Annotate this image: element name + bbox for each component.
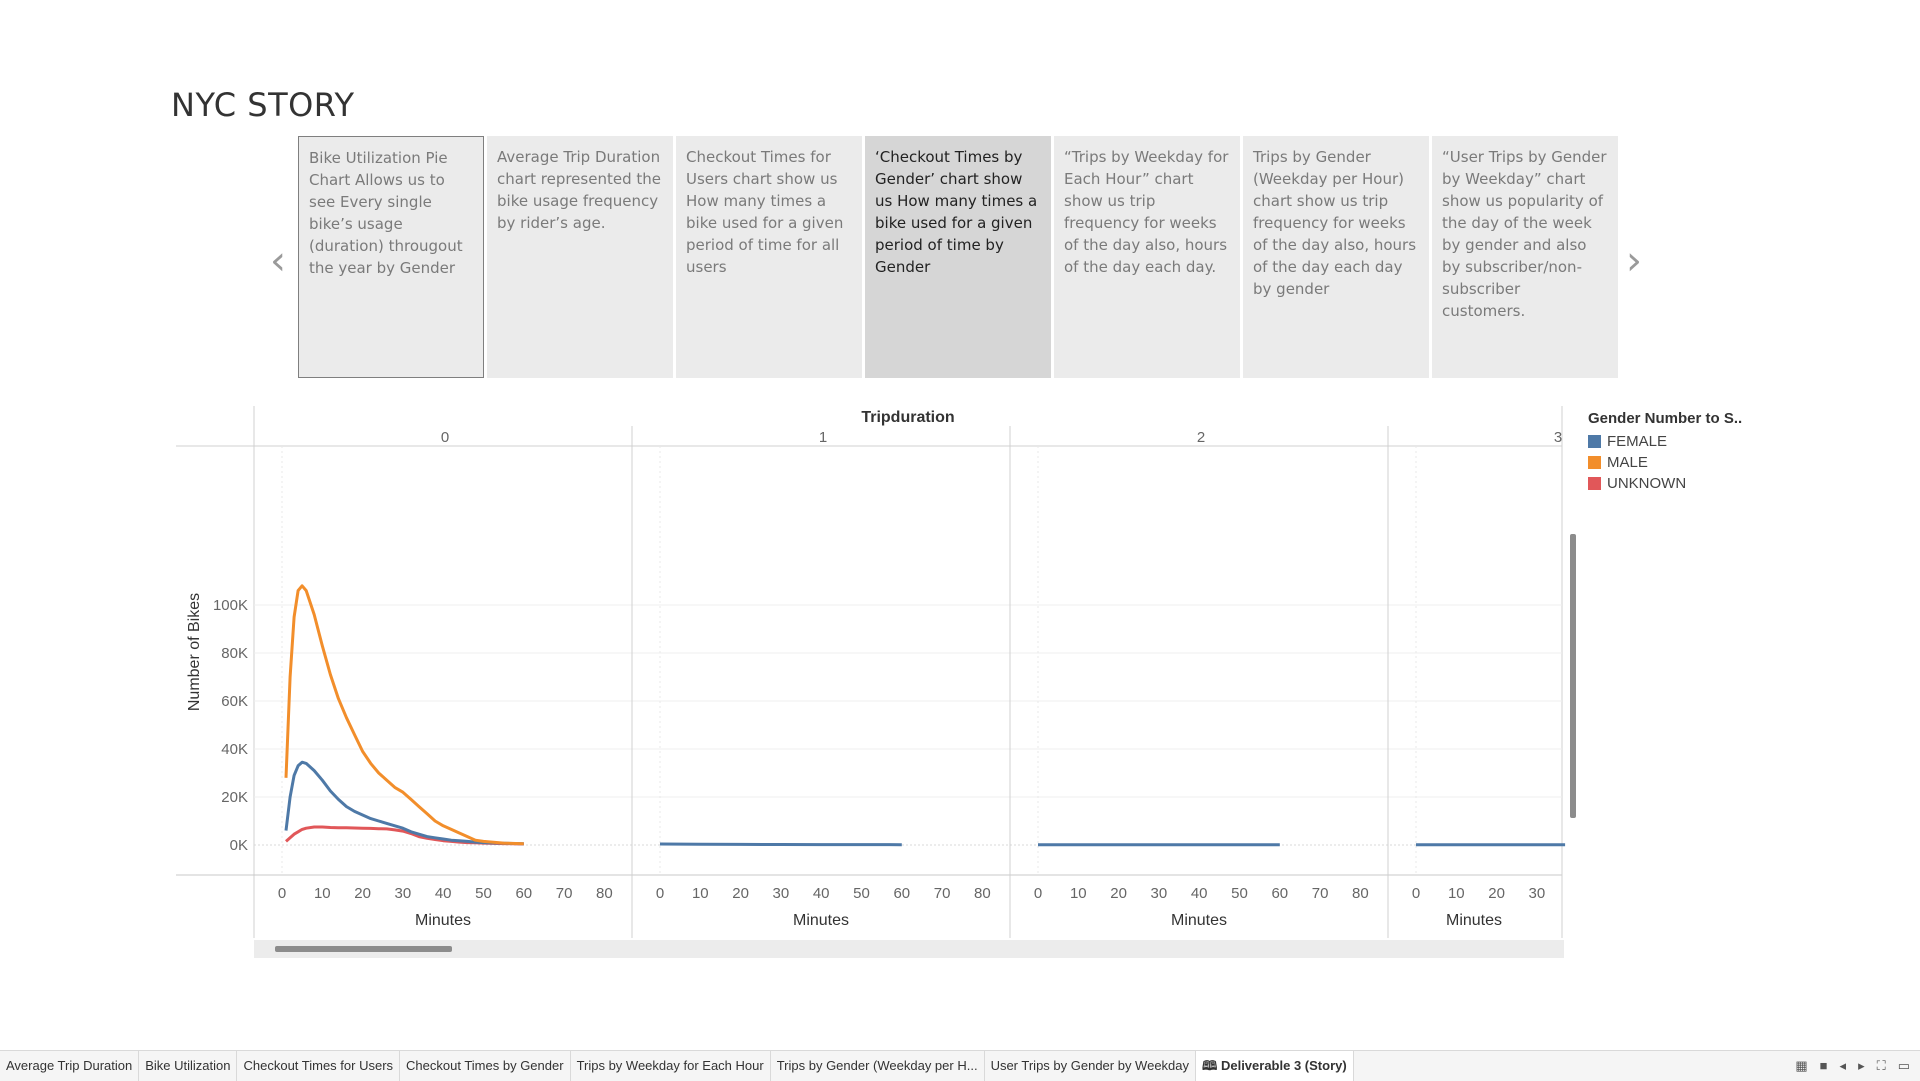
legend-label-male: MALE [1607,454,1648,471]
tab-trips-by-gender-weekday-hour[interactable]: Trips by Gender (Weekday per H... [771,1051,985,1081]
x-tick-label: 70 [934,885,951,902]
x-tick-label: 40 [435,885,452,902]
y-tick-label: 80K [221,645,248,662]
series-line-male-panel-0 [284,584,524,846]
x-tick-label: 20 [354,885,371,902]
tab-user-trips-by-gender-weekday[interactable]: User Trips by Gender by Weekday [985,1051,1197,1081]
x-tick-label: 60 [893,885,910,902]
x-tick-label: 80 [596,885,613,902]
x-tick-label: 80 [974,885,991,902]
story-point-6[interactable]: Trips by Gender (Weekday per Hour) chart… [1243,136,1429,378]
legend-swatch-unknown [1588,477,1601,490]
tab-deliverable-3-story[interactable]: 🕮 Deliverable 3 (Story) [1196,1051,1354,1081]
story-point-5[interactable]: “Trips by Weekday for Each Hour” chart s… [1054,136,1240,378]
x-tick-label: 10 [1070,885,1087,902]
legend-label-unknown: UNKNOWN [1607,475,1687,492]
x-tick-label: 30 [395,885,412,902]
x-axis-title: Minutes [793,912,849,929]
x-tick-label: 30 [773,885,790,902]
prev-sheet-icon[interactable]: ◂ [1839,1058,1847,1073]
legend-item-female[interactable]: FEMALE [1588,431,1742,452]
y-tick-label: 100K [213,597,248,614]
x-tick-label: 0 [1412,885,1420,902]
next-sheet-icon[interactable]: ▸ [1858,1058,1865,1073]
story-point-7[interactable]: “User Trips by Gender by Weekday” chart … [1432,136,1618,378]
tab-trips-by-weekday-hour[interactable]: Trips by Weekday for Each Hour [571,1051,771,1081]
y-tick-label: 0K [230,837,248,854]
x-tick-label: 80 [1352,885,1369,902]
tab-label: Deliverable 3 (Story) [1220,1058,1347,1073]
x-tick-label: 60 [515,885,532,902]
x-tick-label: 30 [1529,885,1546,902]
legend: Gender Number to S.. FEMALE MALE UNKNOWN [1588,410,1742,494]
x-tick-label: 0 [1034,885,1042,902]
legend-item-unknown[interactable]: UNKNOWN [1588,473,1742,494]
x-tick-label: 50 [1231,885,1248,902]
panel-label: 3 [1554,429,1562,446]
x-tick-label: 10 [692,885,709,902]
sheet-controls: ▦ ■ ◂ ▸ ⛶ ▭ [1795,1058,1910,1074]
tab-bike-utilization[interactable]: Bike Utilization [139,1051,238,1081]
vertical-scrollbar[interactable] [1570,534,1576,818]
chevron-left-icon[interactable]: ‹ [270,238,286,284]
grid-view-icon[interactable]: ▦ [1795,1058,1808,1073]
tab-checkout-times-for-users[interactable]: Checkout Times for Users [237,1051,401,1081]
x-tick-label: 10 [1448,885,1465,902]
legend-item-male[interactable]: MALE [1588,452,1742,473]
y-tick-label: 40K [221,741,248,758]
sheet-tab-bar: Average Trip Duration Bike Utilization C… [0,1050,1920,1081]
checkout-times-by-gender-chart: Tripduration 0K 20K 40K 60K 80K 100K Number of … [176,406,1566,938]
y-tick-label: 60K [221,693,248,710]
x-tick-label: 30 [1151,885,1168,902]
x-axis-title: Minutes [1446,912,1502,929]
x-tick-label: 20 [732,885,749,902]
x-tick-label: 70 [556,885,573,902]
legend-swatch-female [1588,435,1601,448]
story-point-2[interactable]: Average Trip Duration chart represented … [487,136,673,378]
x-tick-label: 60 [1271,885,1288,902]
tab-average-trip-duration[interactable]: Average Trip Duration [0,1051,140,1081]
column-header: Tripduration [861,409,954,426]
panel-label: 1 [819,429,827,446]
legend-label-female: FEMALE [1607,433,1668,450]
x-axis-title: Minutes [1171,912,1227,929]
story-point-4[interactable]: ‘Checkout Times by Gender’ chart show us… [865,136,1051,378]
x-tick-label: 40 [813,885,830,902]
series-line-female-panel-0 [284,760,524,846]
page-title: NYC STORY [171,86,355,124]
tab-checkout-times-by-gender[interactable]: Checkout Times by Gender [400,1051,571,1081]
story-point-3[interactable]: Checkout Times for Users chart show us H… [676,136,862,378]
single-view-icon[interactable]: ■ [1819,1058,1828,1073]
x-tick-label: 0 [656,885,664,902]
x-tick-label: 50 [475,885,492,902]
y-tick-label: 20K [221,789,248,806]
x-tick-label: 10 [314,885,331,902]
x-tick-label: 0 [278,885,286,902]
x-tick-label: 70 [1312,885,1329,902]
x-axis-title: Minutes [415,912,471,929]
series-line-female-panel-1 [659,842,902,847]
story-point-1[interactable]: Bike Utilization Pie Chart Allows us to … [298,136,484,378]
legend-title: Gender Number to S.. [1588,410,1743,427]
x-tick-label: 20 [1110,885,1127,902]
fit-icon[interactable]: ⛶ [1876,1058,1886,1073]
book-icon: 🕮 [1202,1058,1218,1073]
legend-swatch-male [1588,456,1601,469]
chevron-right-icon[interactable]: › [1626,238,1642,284]
x-tick-label: 20 [1488,885,1505,902]
horizontal-scrollbar-track[interactable] [254,940,1564,958]
y-axis-title: Number of Bikes [186,593,203,711]
panel-label: 2 [1197,429,1205,446]
present-icon[interactable]: ▭ [1897,1058,1910,1073]
horizontal-scrollbar-thumb[interactable] [275,946,452,952]
panel-label: 0 [441,429,449,446]
x-tick-label: 50 [853,885,870,902]
x-tick-label: 40 [1191,885,1208,902]
